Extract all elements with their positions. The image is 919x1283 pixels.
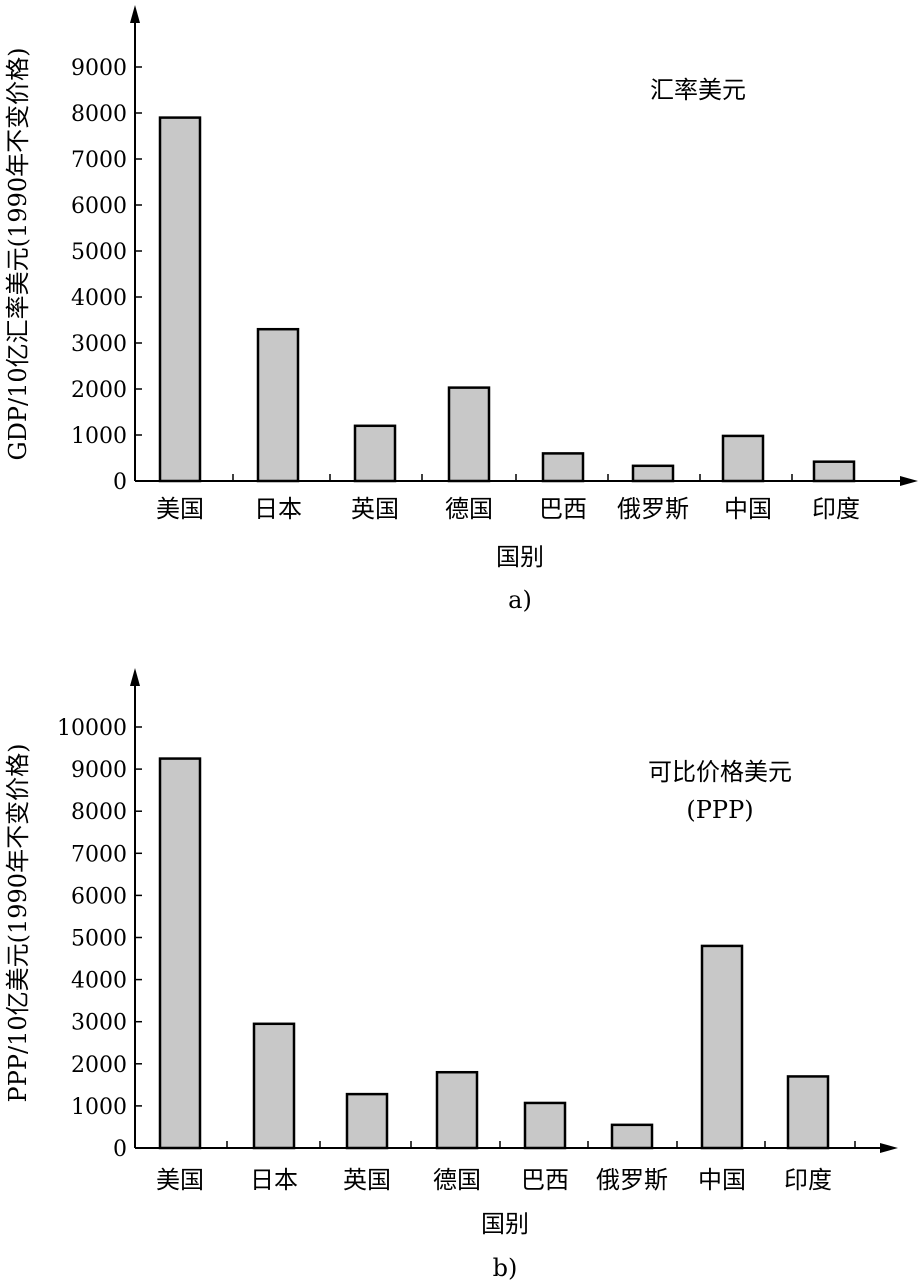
- y-tick-label: 4000: [71, 286, 127, 311]
- x-category-label: 印度: [784, 1166, 832, 1194]
- y-tick-label: 2000: [71, 1053, 127, 1078]
- chart-a-x-axis-title: 国别: [496, 543, 544, 571]
- bar-4: [435, 1070, 479, 1150]
- chart-b-annotation-line2: (PPP): [686, 796, 753, 824]
- chart-a-subfigure-label: a): [508, 586, 532, 614]
- chart-a-gdp-exchange-rate: 0 1000 2000 3000 4000 5000 6000 7000 8000 9000 美国…: [4, 5, 918, 614]
- y-tick-label: 5000: [71, 240, 127, 265]
- bar-6: [610, 1123, 654, 1150]
- bar-4: [447, 386, 491, 483]
- y-tick-label: 6000: [71, 884, 127, 909]
- x-category-label: 俄罗斯: [596, 1166, 668, 1194]
- y-axis-arrow: [130, 668, 140, 686]
- x-category-label: 德国: [445, 495, 493, 523]
- x-category-label: 印度: [812, 495, 860, 523]
- bar-7: [700, 944, 744, 1150]
- chart-a-y-ticks: 0 1000 2000 3000 4000 5000 6000 7000 8000 9000: [71, 56, 142, 495]
- bar-6: [631, 464, 675, 483]
- y-tick-label: 3000: [71, 1011, 127, 1036]
- bar-5: [541, 452, 585, 483]
- y-tick-label: 10000: [57, 716, 127, 741]
- bar-3: [353, 424, 397, 483]
- bar-8: [786, 1075, 830, 1150]
- chart-b-ppp: 0 1000 2000 3000 4000 5000 6000 7000 8000 9000 100…: [4, 668, 898, 1282]
- y-tick-label: 9000: [71, 758, 127, 783]
- chart-a-axes: [130, 5, 918, 486]
- x-category-label: 中国: [698, 1166, 746, 1194]
- bar-5: [523, 1101, 567, 1150]
- y-tick-label: 3000: [71, 332, 127, 357]
- bar-8: [812, 460, 856, 483]
- chart-a-annotation: 汇率美元: [650, 76, 746, 104]
- bar-1: [158, 757, 202, 1150]
- x-category-label: 德国: [433, 1166, 481, 1194]
- chart-a-x-categories: 美国 日本 英国 德国 巴西 俄罗斯 中国 印度: [156, 495, 860, 523]
- x-category-label: 巴西: [521, 1166, 569, 1194]
- chart-b-x-axis-title: 国别: [481, 1210, 529, 1238]
- bar-1: [158, 116, 202, 483]
- y-tick-label: 5000: [71, 927, 127, 952]
- bar-3: [345, 1092, 389, 1150]
- chart-a-y-axis-title: GDP/10亿汇率美元(1990年不变价格): [4, 48, 32, 461]
- chart-a-bars: [158, 116, 856, 483]
- chart-b-bars: [158, 757, 830, 1150]
- x-axis-arrow: [900, 476, 918, 486]
- y-tick-label: 8000: [71, 102, 127, 127]
- x-category-label: 日本: [254, 495, 302, 523]
- y-tick-label: 7000: [71, 148, 127, 173]
- y-tick-label: 1000: [71, 1095, 127, 1120]
- chart-b-annotation-line1: 可比价格美元: [648, 758, 792, 786]
- y-tick-label: 2000: [71, 378, 127, 403]
- x-category-label: 中国: [724, 495, 772, 523]
- y-tick-label: 1000: [71, 424, 127, 449]
- x-category-label: 日本: [250, 1166, 298, 1194]
- y-tick-label: 7000: [71, 842, 127, 867]
- y-tick-label: 8000: [71, 800, 127, 825]
- y-axis-arrow: [130, 5, 140, 23]
- x-category-label: 英国: [351, 495, 399, 523]
- x-category-label: 美国: [156, 1166, 204, 1194]
- chart-b-axes: [130, 668, 898, 1153]
- x-category-label: 俄罗斯: [617, 495, 689, 523]
- y-tick-label: 6000: [71, 194, 127, 219]
- chart-b-x-categories: 美国 日本 英国 德国 巴西 俄罗斯 中国 印度: [156, 1166, 832, 1194]
- y-tick-label: 0: [113, 470, 127, 495]
- y-tick-label: 4000: [71, 969, 127, 994]
- x-category-label: 英国: [343, 1166, 391, 1194]
- y-tick-label: 9000: [71, 56, 127, 81]
- x-axis-arrow: [880, 1143, 898, 1153]
- bar-2: [256, 327, 300, 483]
- x-category-label: 巴西: [539, 495, 587, 523]
- x-category-label: 美国: [156, 495, 204, 523]
- chart-b-subfigure-label: b): [493, 1254, 518, 1282]
- bar-2: [252, 1022, 296, 1150]
- bar-7: [721, 434, 765, 483]
- chart-b-y-axis-title: PPP/10亿美元(1990年不变价格): [4, 744, 32, 1103]
- y-tick-label: 0: [113, 1137, 127, 1162]
- chart-b-y-ticks: 0 1000 2000 3000 4000 5000 6000 7000 8000 9000 100…: [57, 716, 142, 1162]
